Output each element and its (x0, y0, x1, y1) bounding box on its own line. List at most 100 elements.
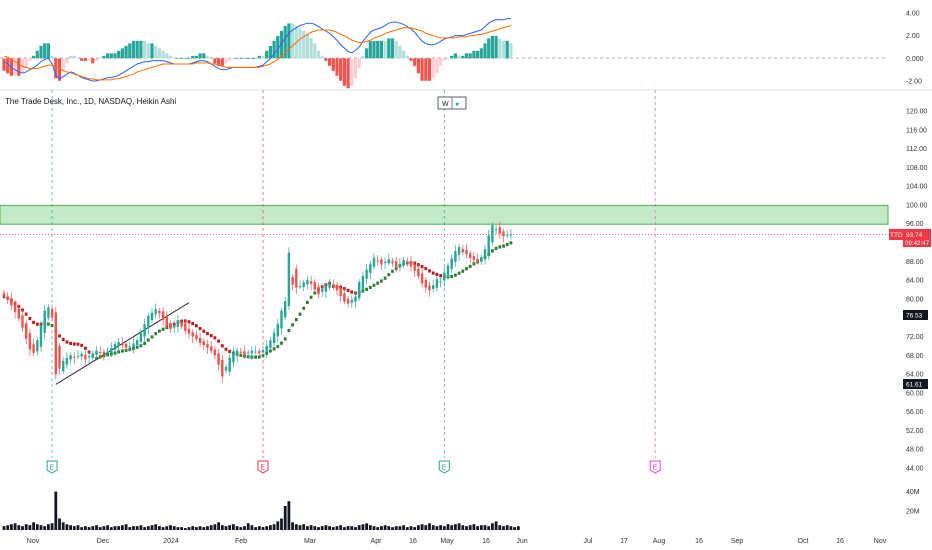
macd-bar (209, 58, 213, 59)
volume-axis[interactable]: 40M 20M (906, 489, 920, 515)
volume-bar (158, 526, 161, 530)
volume-bar (61, 522, 65, 530)
time-axis[interactable]: Nov Dec 2024 Feb Mar Apr 16 May 16 Jun Jul 17 Aug 16 S… (27, 538, 887, 545)
volume-bar (265, 526, 269, 530)
candle-body (287, 252, 291, 306)
macd-bar (157, 48, 161, 59)
candle-body (124, 343, 128, 348)
level-badge-1-bg (903, 310, 928, 320)
volume-bar (146, 526, 150, 530)
volume-bar (417, 525, 420, 530)
price-pane: The Trade Desk, Inc., 1D, NASDAQ, Heikin… (0, 90, 889, 458)
macd-bar (331, 58, 335, 71)
macd-tick-label: -2.00 (906, 79, 922, 86)
last-price-badge: 93.74 09:42:47 (903, 229, 931, 247)
resistance-zone[interactable] (0, 204, 889, 225)
volume-bar (58, 518, 61, 530)
interval-toggle[interactable]: W ● (437, 96, 467, 110)
macd-bar (46, 43, 50, 59)
ma-point (224, 347, 228, 351)
macd-bar (180, 58, 184, 59)
macd-bar (198, 53, 202, 59)
candle-body (121, 343, 124, 346)
candle-body (298, 286, 302, 288)
ma-point (283, 337, 287, 341)
candle-body (224, 367, 228, 371)
price-tick-label: 48.00 (906, 447, 924, 454)
candle-body (446, 265, 450, 278)
macd-bar (32, 55, 36, 59)
macd-bar (187, 58, 191, 59)
macd-bar (39, 45, 43, 59)
candle-body (491, 225, 494, 243)
volume-bar (24, 524, 28, 530)
candle-body (387, 259, 390, 264)
volume-bar (106, 525, 109, 530)
last-price-bg (903, 229, 931, 247)
volume-bar (354, 527, 357, 530)
ma-point (376, 281, 380, 285)
candle-body (272, 332, 276, 344)
price-tick-label: 116.00 (906, 127, 927, 134)
interval-w-button[interactable]: W (442, 101, 449, 108)
macd-bar (342, 58, 346, 86)
volume-bar (320, 526, 324, 530)
volume-bar (309, 525, 313, 530)
candle-body (472, 256, 476, 260)
macd-bar (416, 58, 420, 74)
macd-bar (191, 55, 195, 59)
volume-bar (405, 527, 409, 530)
price-tick-label: 80.00 (906, 296, 924, 303)
candle-body (69, 355, 72, 360)
candle-body (17, 308, 20, 319)
price-tick-label: 120.00 (906, 109, 928, 116)
macd-bar (128, 43, 132, 59)
ma-point (150, 335, 154, 339)
volume-bar (317, 527, 320, 530)
candle-body (176, 320, 180, 327)
price-tick-label: 60.00 (906, 390, 924, 397)
volume-bar (39, 525, 43, 530)
ticker-label: TTD (890, 232, 903, 239)
volume-bar (376, 527, 380, 530)
volume-bar (10, 524, 13, 530)
volume-bar (287, 501, 291, 530)
macd-bar (298, 28, 302, 59)
candle-body (483, 249, 487, 260)
volume-bar (35, 524, 39, 530)
candle-body (161, 311, 165, 321)
volume-bar (331, 527, 335, 530)
ma-point (294, 318, 298, 322)
ma-point (217, 339, 220, 343)
interval-dot-icon[interactable]: ● (455, 101, 459, 108)
candle-body (58, 345, 61, 369)
price-tick-label: 68.00 (906, 353, 924, 360)
candle-body (335, 284, 339, 291)
ma-point (187, 320, 191, 324)
candle-body (21, 315, 24, 328)
volume-bar (254, 527, 257, 530)
macd-bar (365, 48, 369, 59)
volume-bar (198, 526, 202, 530)
volume-bar (283, 506, 287, 530)
ma-point (468, 264, 472, 268)
candle-body (476, 258, 479, 262)
candle-body (25, 323, 28, 339)
candle-body (406, 261, 409, 263)
ma-point (380, 279, 383, 283)
candle-body (128, 346, 131, 348)
volume-bar (272, 524, 276, 530)
ticker-label-bg (889, 229, 903, 240)
candle-body (198, 337, 202, 344)
time-tick-label: Dec (97, 538, 110, 545)
volume-bar (124, 524, 128, 530)
macd-bar (176, 58, 180, 59)
macd-axis[interactable]: 4.00 2.00 0.000 -2.00 (906, 11, 924, 86)
candle-body (73, 356, 76, 358)
macd-bar (117, 50, 121, 59)
volume-bar (32, 522, 35, 530)
price-tick-label: 96.00 (906, 221, 924, 228)
macd-bar (427, 58, 432, 81)
candle-body (110, 348, 113, 353)
candle-body (261, 350, 265, 353)
